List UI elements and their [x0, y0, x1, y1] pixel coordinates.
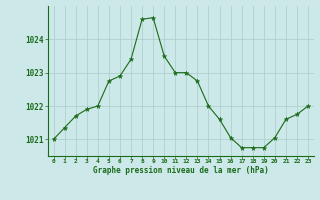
X-axis label: Graphe pression niveau de la mer (hPa): Graphe pression niveau de la mer (hPa)	[93, 166, 269, 175]
